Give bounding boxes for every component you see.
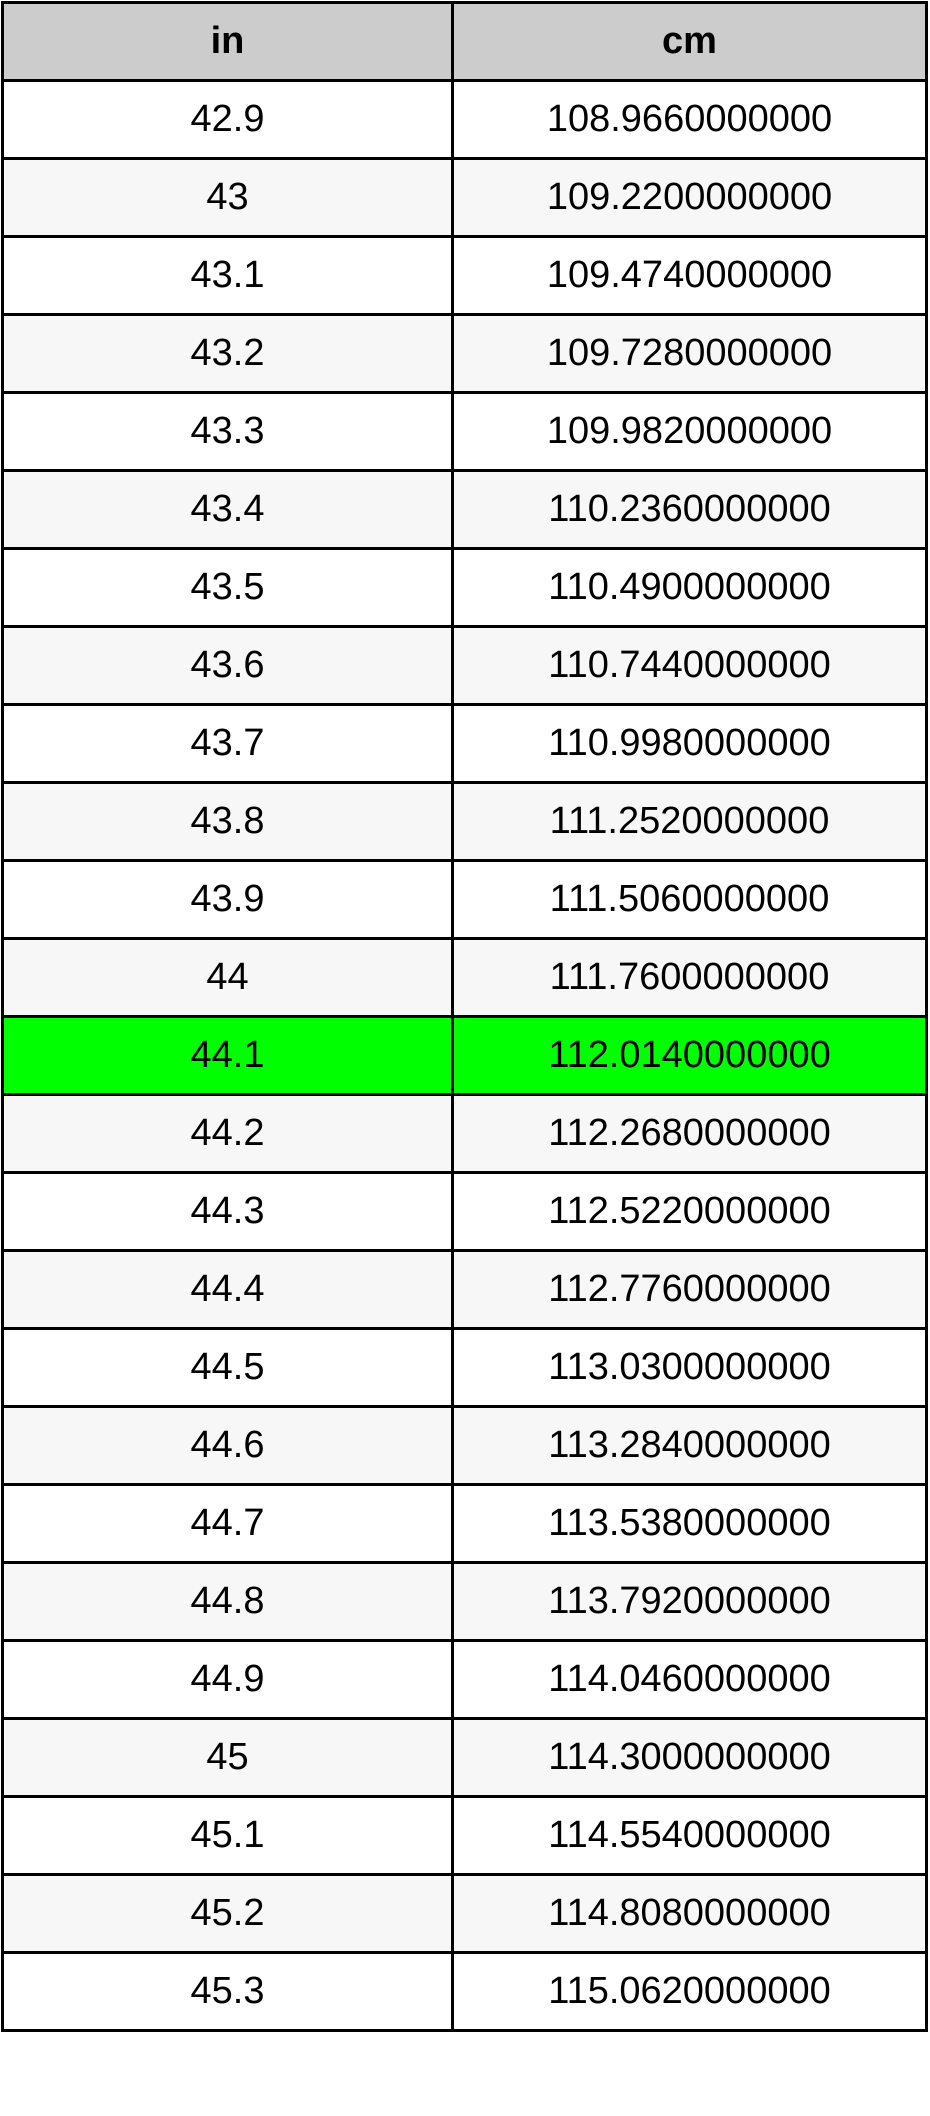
- cell-in: 43.6: [1, 625, 454, 706]
- table-row: 44.3 112.5220000000: [1, 1171, 928, 1252]
- cell-in: 45.1: [1, 1795, 454, 1876]
- cell-cm: 111.7600000000: [451, 937, 928, 1018]
- header-cm: cm: [451, 1, 928, 82]
- table-row: 45.2 114.8080000000: [1, 1873, 928, 1954]
- cell-in: 45.3: [1, 1951, 454, 2032]
- cell-in: 44.5: [1, 1327, 454, 1408]
- cell-in: 43.5: [1, 547, 454, 628]
- table-row: 43.8 111.2520000000: [1, 781, 928, 862]
- cell-cm: 114.0460000000: [451, 1639, 928, 1720]
- cell-cm: 110.7440000000: [451, 625, 928, 706]
- cell-in: 43.7: [1, 703, 454, 784]
- cell-cm: 110.9980000000: [451, 703, 928, 784]
- cell-cm: 114.5540000000: [451, 1795, 928, 1876]
- cell-cm: 109.9820000000: [451, 391, 928, 472]
- table-row: 44 111.7600000000: [1, 937, 928, 1018]
- table-row: 43.9 111.5060000000: [1, 859, 928, 940]
- cell-in: 45: [1, 1717, 454, 1798]
- cell-cm: 108.9660000000: [451, 79, 928, 160]
- table-row: 43.5 110.4900000000: [1, 547, 928, 628]
- table-row: 43.2 109.7280000000: [1, 313, 928, 394]
- cell-cm: 113.0300000000: [451, 1327, 928, 1408]
- cell-cm: 109.2200000000: [451, 157, 928, 238]
- cell-cm: 110.2360000000: [451, 469, 928, 550]
- cell-cm: 112.0140000000: [451, 1015, 928, 1096]
- table-row: 43.1 109.4740000000: [1, 235, 928, 316]
- cell-in: 43.2: [1, 313, 454, 394]
- cell-cm: 113.5380000000: [451, 1483, 928, 1564]
- cell-in: 44.8: [1, 1561, 454, 1642]
- table-row: 45.1 114.5540000000: [1, 1795, 928, 1876]
- cell-in: 42.9: [1, 79, 454, 160]
- cell-in: 43.1: [1, 235, 454, 316]
- cell-in: 44.1: [1, 1015, 454, 1096]
- cell-cm: 112.7760000000: [451, 1249, 928, 1330]
- table-row: 44.7 113.5380000000: [1, 1483, 928, 1564]
- table-row: 44.4 112.7760000000: [1, 1249, 928, 1330]
- cell-cm: 114.8080000000: [451, 1873, 928, 1954]
- table-row: 43.4 110.2360000000: [1, 469, 928, 550]
- cell-in: 44.4: [1, 1249, 454, 1330]
- table-row: 43.7 110.9980000000: [1, 703, 928, 784]
- cell-cm: 111.5060000000: [451, 859, 928, 940]
- cell-cm: 109.7280000000: [451, 313, 928, 394]
- cell-in: 43.8: [1, 781, 454, 862]
- table-row: 44.8 113.7920000000: [1, 1561, 928, 1642]
- cell-cm: 109.4740000000: [451, 235, 928, 316]
- table-row: 42.9 108.9660000000: [1, 79, 928, 160]
- cell-cm: 115.0620000000: [451, 1951, 928, 2032]
- cell-cm: 112.2680000000: [451, 1093, 928, 1174]
- cell-in: 44.7: [1, 1483, 454, 1564]
- cell-cm: 113.7920000000: [451, 1561, 928, 1642]
- cell-in: 43: [1, 157, 454, 238]
- cell-cm: 112.5220000000: [451, 1171, 928, 1252]
- header-in: in: [1, 1, 454, 82]
- cell-cm: 114.3000000000: [451, 1717, 928, 1798]
- table-row: 43 109.2200000000: [1, 157, 928, 238]
- header-row: in cm: [1, 1, 928, 82]
- cell-in: 45.2: [1, 1873, 454, 1954]
- table-row-highlighted: 44.1 112.0140000000: [1, 1015, 928, 1096]
- table-row: 43.6 110.7440000000: [1, 625, 928, 706]
- conversion-table: in cm 42.9 108.9660000000 43 109.2200000000…: [1, 1, 928, 2032]
- cell-in: 44.6: [1, 1405, 454, 1486]
- cell-in: 44.3: [1, 1171, 454, 1252]
- cell-in: 44.9: [1, 1639, 454, 1720]
- cell-cm: 113.2840000000: [451, 1405, 928, 1486]
- table-row: 44.9 114.0460000000: [1, 1639, 928, 1720]
- cell-cm: 111.2520000000: [451, 781, 928, 862]
- table-row: 45.3 115.0620000000: [1, 1951, 928, 2032]
- table-row: 44.6 113.2840000000: [1, 1405, 928, 1486]
- cell-in: 43.3: [1, 391, 454, 472]
- cell-in: 43.4: [1, 469, 454, 550]
- cell-in: 44: [1, 937, 454, 1018]
- cell-cm: 110.4900000000: [451, 547, 928, 628]
- table-row: 44.5 113.0300000000: [1, 1327, 928, 1408]
- cell-in: 43.9: [1, 859, 454, 940]
- cell-in: 44.2: [1, 1093, 454, 1174]
- table-row: 43.3 109.9820000000: [1, 391, 928, 472]
- table-row: 45 114.3000000000: [1, 1717, 928, 1798]
- table-row: 44.2 112.2680000000: [1, 1093, 928, 1174]
